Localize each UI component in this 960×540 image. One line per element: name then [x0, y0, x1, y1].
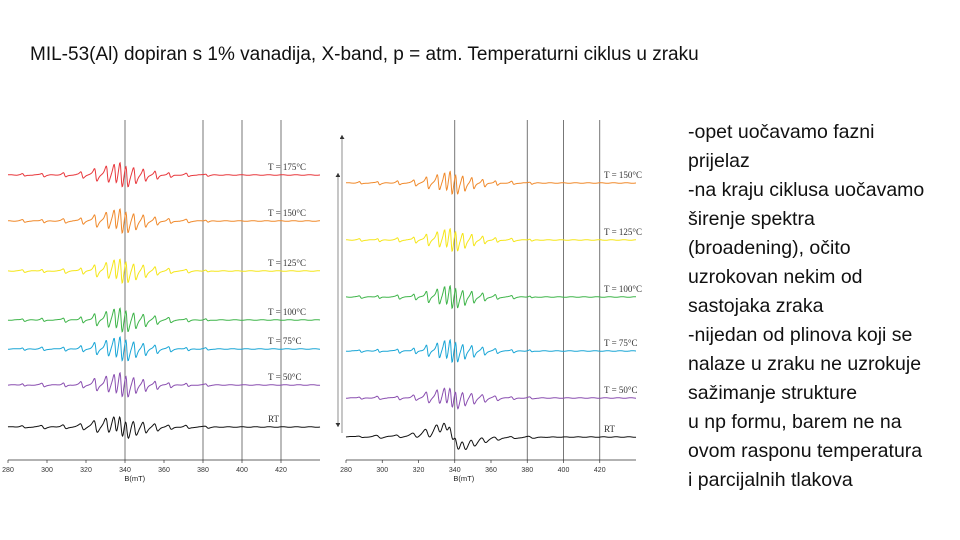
notes-line: -na kraju ciklusa uočavamo	[688, 179, 925, 201]
x-tick-label: 380	[521, 467, 533, 474]
series-label: T = 150°C	[268, 208, 306, 218]
x-tick-label: 420	[275, 467, 287, 474]
x-axis-label: B(mT)	[453, 474, 474, 483]
spectrum-line	[345, 422, 637, 451]
spectrum-line	[8, 336, 320, 362]
arrow-head-icon	[340, 135, 345, 139]
spectrum-line	[346, 387, 636, 410]
notes-list: -opet uočavamo fazni prijelaz -na kraju ci…	[688, 118, 956, 495]
series-label: T = 75°C	[604, 338, 638, 348]
spectrum-line	[346, 284, 636, 310]
spectrum-line	[8, 208, 320, 234]
notes-line: -opet uočavamo fazni	[688, 121, 875, 143]
x-tick-label: 360	[158, 467, 170, 474]
x-tick-label: 360	[485, 467, 497, 474]
series-label: T = 125°C	[268, 258, 306, 268]
spectrum-line	[8, 161, 320, 188]
notes-line: (broadening), očito	[688, 237, 851, 259]
series-label: T = 50°C	[604, 385, 638, 395]
series-label: T = 75°C	[268, 336, 302, 346]
notes-line: -nijedan od plinova koji se	[688, 324, 913, 346]
x-axis-label: B(mT)	[124, 474, 145, 483]
notes-line: u np formu, barem ne na	[688, 411, 902, 433]
series-label: T = 175°C	[268, 162, 306, 172]
x-tick-label: 320	[413, 467, 425, 474]
series-label: T = 150°C	[604, 170, 642, 180]
series-label: T = 100°C	[268, 307, 306, 317]
notes-line: i parcijalnih tlakova	[688, 469, 853, 491]
x-tick-label: 320	[80, 467, 92, 474]
series-label: RT	[268, 414, 279, 424]
x-tick-label: 420	[594, 467, 606, 474]
notes-line: sastojaka zraka	[688, 295, 824, 317]
series-label: RT	[604, 424, 615, 434]
spectrum-line	[7, 307, 321, 333]
spectrum-line	[346, 170, 636, 195]
spectrum-line	[345, 338, 636, 364]
slide-title: MIL-53(Al) dopiran s 1% vanadija, X-band…	[30, 44, 699, 65]
x-tick-label: 400	[236, 467, 248, 474]
arrow-head-icon	[335, 173, 340, 177]
notes-line: ovom rasponu temperatura	[688, 440, 923, 462]
x-tick-label: 280	[2, 467, 14, 474]
x-tick-label: 300	[376, 467, 388, 474]
x-tick-label: 380	[197, 467, 209, 474]
x-tick-label: 280	[340, 467, 352, 474]
spectrum-line	[345, 227, 636, 253]
spectrum-line	[8, 258, 320, 284]
notes-line: uzrokovan nekim od	[688, 266, 863, 288]
notes-line: prijelaz	[688, 150, 750, 172]
notes-line: sažimanje strukture	[688, 382, 858, 404]
epr-spectra-cooling-chart: T = 150°C T = 125°C T = 100°C T = 75°C T = 5…	[340, 120, 642, 483]
x-tick-label: 340	[449, 467, 461, 474]
arrow-head-icon	[335, 423, 340, 427]
x-tick-label: 400	[558, 467, 570, 474]
epr-spectra-heating-chart: T = 175°C T = 150°C T = 125°C T = 100°C T = …	[2, 120, 340, 483]
x-tick-label: 300	[41, 467, 53, 474]
series-label: T = 100°C	[604, 284, 642, 294]
notes-line: širenje spektra	[688, 208, 815, 230]
notes-line: nalaze u zraku ne uzrokuje	[688, 353, 922, 375]
series-label: T = 125°C	[604, 227, 642, 237]
spectrum-line	[8, 371, 321, 398]
spectrum-line	[7, 415, 321, 440]
series-label: T = 50°C	[268, 372, 302, 382]
x-tick-label: 340	[119, 467, 131, 474]
